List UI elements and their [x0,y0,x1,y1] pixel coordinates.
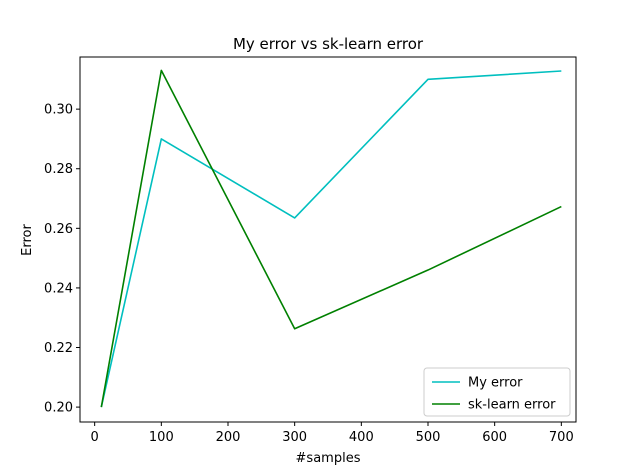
series-line-0 [100,70,562,408]
x-tick-label: 100 [149,430,174,445]
series-line-1 [100,69,562,408]
y-tick-label: 0.28 [44,162,73,177]
x-tick-label: 200 [216,430,241,445]
x-tick-label: 300 [282,430,307,445]
x-tick-label: 0 [91,430,99,445]
x-tick-label: 400 [349,430,374,445]
y-tick-label: 0.24 [44,281,73,296]
y-tick-label: 0.22 [44,341,73,356]
chart-title: My error vs sk-learn error [233,35,424,53]
y-tick-label: 0.20 [44,401,73,416]
axis-ticks: 0 100 200 300 400 500 600 700 0.20 0.22 0.24 0.26 0.… [44,103,574,445]
y-tick-label: 0.26 [44,222,73,237]
legend-label-0: My error [468,376,523,391]
x-tick-label: 600 [482,430,507,445]
x-tick-label: 500 [416,430,441,445]
legend-box [423,367,571,417]
x-tick-label: 700 [549,430,574,445]
x-axis-title: #samples [296,451,361,466]
axes-frame [79,56,577,423]
y-tick-label: 0.30 [44,103,73,118]
plot-area [100,69,562,408]
legend-label-1: sk-learn error [468,398,556,413]
y-axis-title: Error [20,224,35,256]
legend: My error sk-learn error [423,367,571,417]
